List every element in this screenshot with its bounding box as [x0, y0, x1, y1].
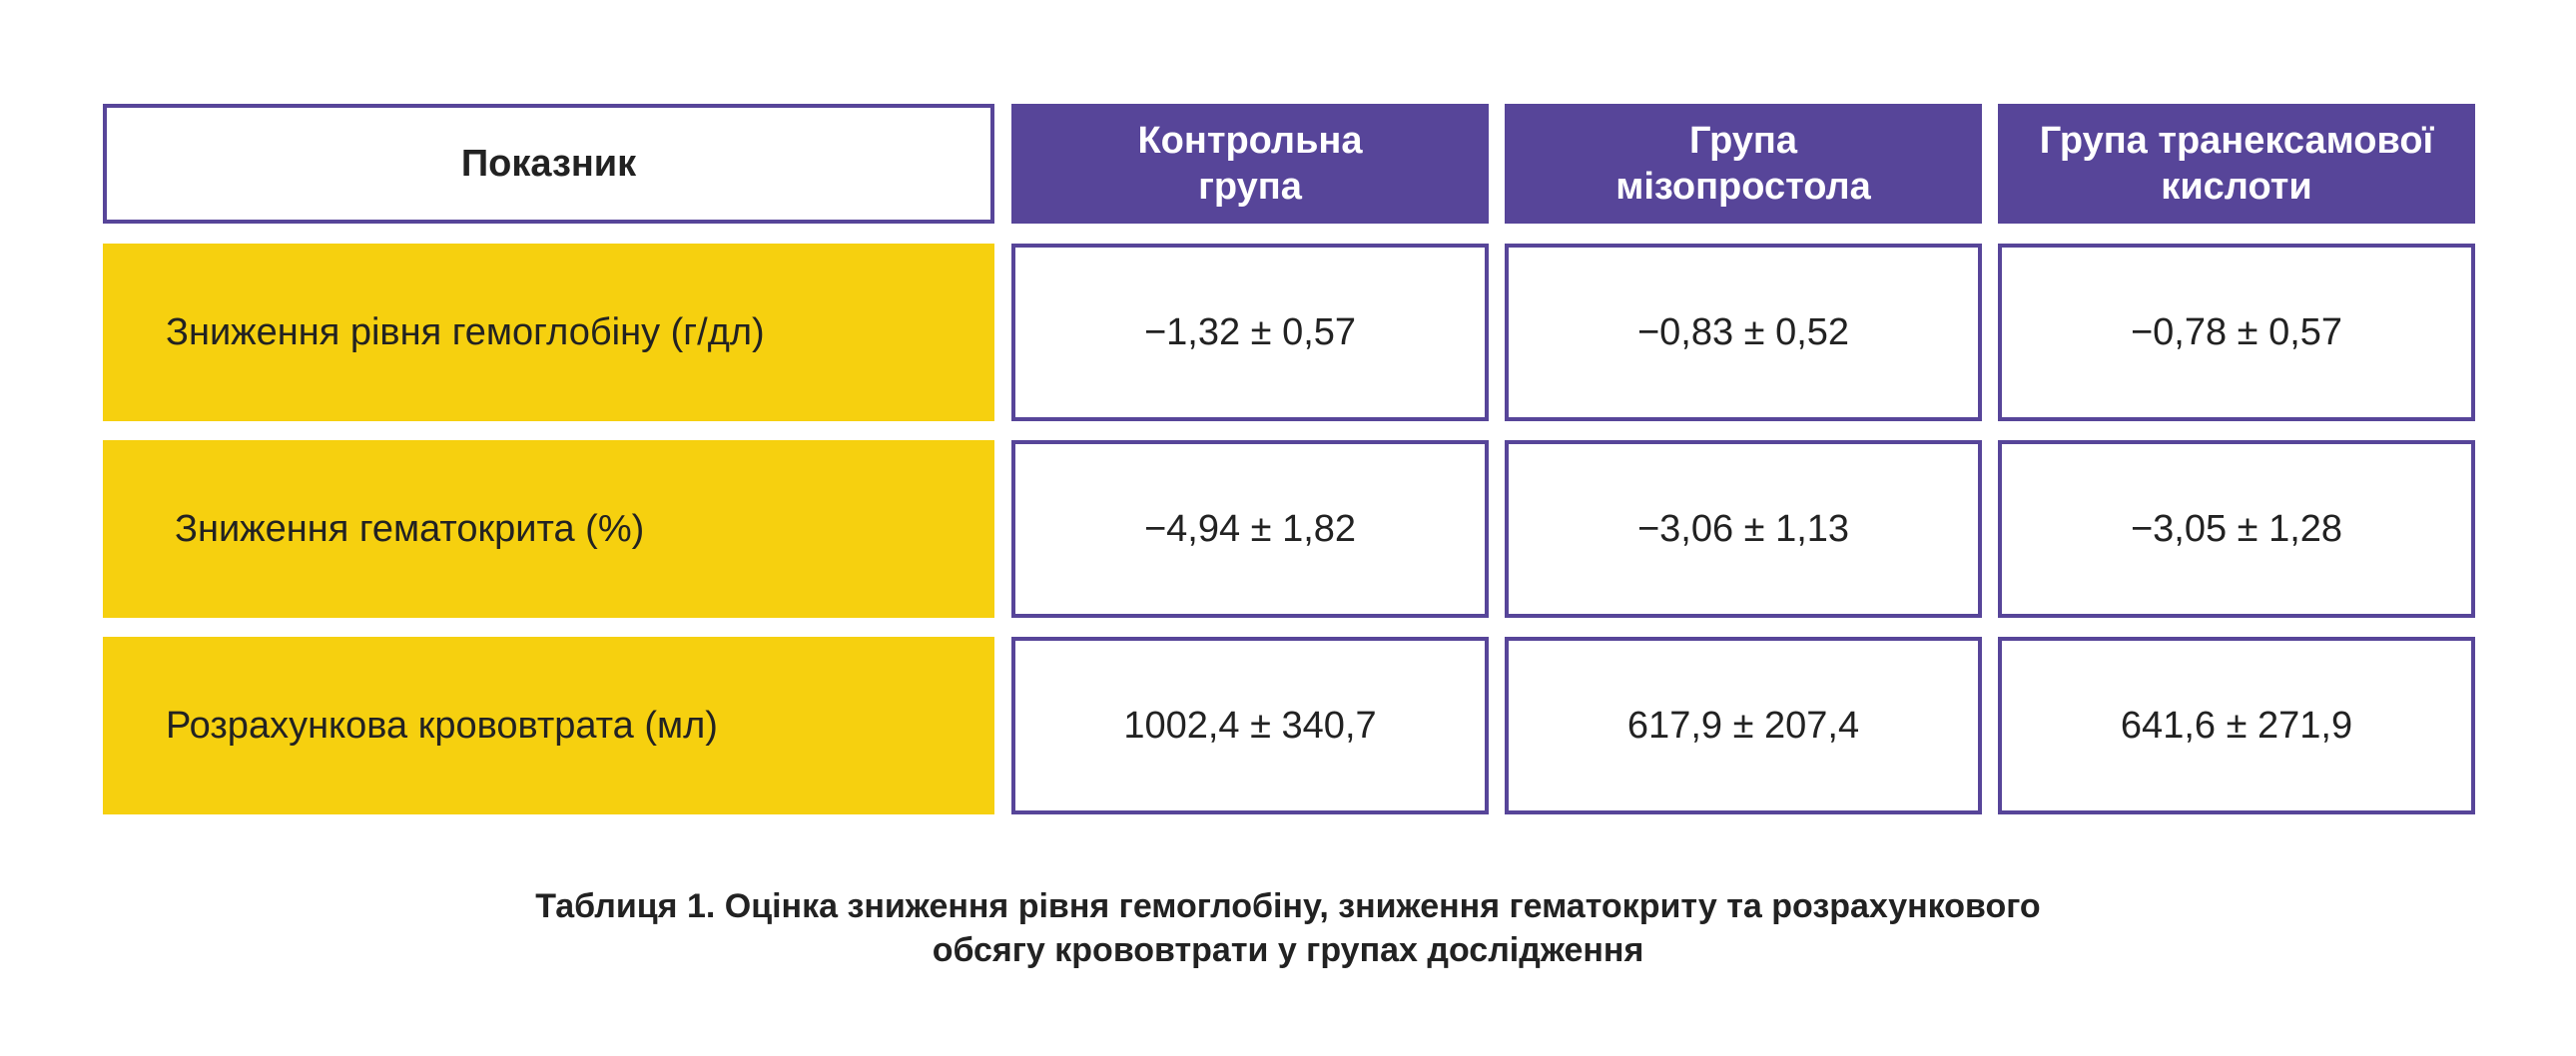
value-text: −4,94 ± 1,82	[1143, 507, 1357, 550]
header-tranexamic-group: Група транексамової кислоти	[1998, 104, 2475, 224]
value-cell: −4,94 ± 1,82	[1011, 440, 1489, 618]
header-misoprostol-group-line1: Група	[1688, 120, 1797, 162]
value-text: −3,06 ± 1,13	[1636, 507, 1850, 550]
table-caption-line1: Таблиця 1. Оцінка зниження рівня гемогло…	[535, 887, 2041, 925]
value-cell: −0,83 ± 0,52	[1505, 244, 1982, 421]
row-label-text: Зниження гематокрита (%)	[175, 507, 645, 550]
table-caption-line2: обсягу крововтрати у групах дослідження	[932, 931, 1644, 969]
value-text: 1002,4 ± 340,7	[1123, 704, 1377, 747]
header-indicator-label: Показник	[460, 142, 637, 185]
value-cell: −1,32 ± 0,57	[1011, 244, 1489, 421]
header-misoprostol-group-line2: мізопростола	[1615, 166, 1871, 208]
value-text: −3,05 ± 1,28	[2130, 507, 2343, 550]
value-cell: −0,78 ± 0,57	[1998, 244, 2475, 421]
value-text: 617,9 ± 207,4	[1626, 704, 1860, 747]
header-control-group: Контрольна група	[1011, 104, 1489, 224]
header-control-group-line2: група	[1198, 166, 1302, 208]
value-cell: 641,6 ± 271,9	[1998, 637, 2475, 814]
value-cell: 617,9 ± 207,4	[1505, 637, 1982, 814]
row-label-hemoglobin: Зниження рівня гемоглобіну (г/дл)	[103, 244, 994, 421]
value-text: −1,32 ± 0,57	[1143, 310, 1357, 353]
header-misoprostol-group: Група мізопростола	[1505, 104, 1982, 224]
value-text: −0,78 ± 0,57	[2130, 310, 2343, 353]
row-label-text: Зниження рівня гемоглобіну (г/дл)	[166, 310, 765, 353]
value-cell: −3,05 ± 1,28	[1998, 440, 2475, 618]
value-text: −0,83 ± 0,52	[1636, 310, 1850, 353]
header-control-group-line1: Контрольна	[1137, 120, 1363, 162]
header-tranexamic-group-line1: Група транексамової	[2039, 120, 2434, 162]
row-label-blood-loss: Розрахункова крововтрата (мл)	[103, 637, 994, 814]
value-text: 641,6 ± 271,9	[2120, 704, 2353, 747]
row-label-hematocrit: Зниження гематокрита (%)	[103, 440, 994, 618]
header-indicator-cell: Показник	[103, 104, 994, 224]
value-cell: −3,06 ± 1,13	[1505, 440, 1982, 618]
value-cell: 1002,4 ± 340,7	[1011, 637, 1489, 814]
header-tranexamic-group-line2: кислоти	[2161, 166, 2312, 208]
table-caption: Таблиця 1. Оцінка зниження рівня гемогло…	[0, 884, 2576, 972]
row-label-text: Розрахункова крововтрата (мл)	[166, 704, 718, 747]
